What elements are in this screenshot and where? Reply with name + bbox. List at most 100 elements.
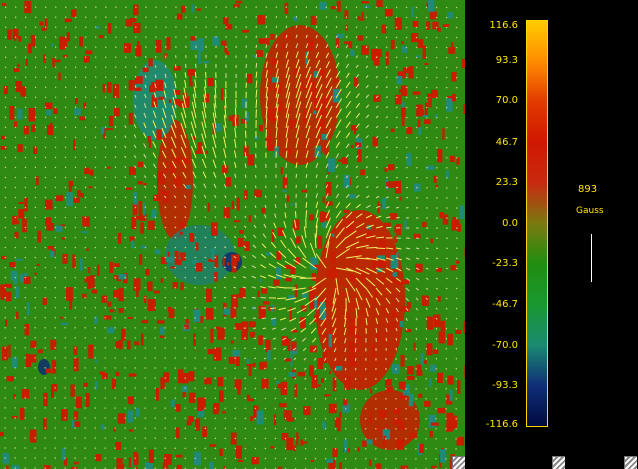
noise-speckle: [50, 339, 57, 350]
field-vector: [268, 274, 277, 279]
noise-speckle: [230, 307, 237, 319]
noise-speckle: [243, 145, 249, 157]
noise-speckle: [259, 361, 267, 370]
field-vector: [4, 86, 7, 89]
field-vector: [174, 72, 177, 79]
noise-speckle: [406, 375, 415, 380]
noise-speckle: [47, 245, 54, 250]
noise-speckle: [284, 2, 289, 14]
field-vector: [445, 247, 448, 250]
field-vector: [313, 347, 317, 352]
field-vector: [334, 407, 337, 410]
noise-speckle: [356, 335, 362, 339]
field-vector: [355, 6, 358, 9]
noise-speckle: [118, 308, 124, 313]
field-vector: [94, 116, 97, 119]
field-vector: [415, 177, 418, 179]
field-vector: [194, 256, 197, 259]
field-vector: [355, 277, 367, 289]
field-vector: [375, 317, 379, 324]
noise-speckle: [428, 0, 435, 12]
field-vector: [104, 116, 107, 119]
noise-speckle: [212, 36, 220, 46]
noise-speckle: [432, 349, 439, 354]
noise-speckle: [463, 104, 465, 114]
noise-speckle: [349, 340, 355, 351]
noise-speckle: [344, 41, 352, 45]
noise-speckle: [329, 370, 332, 375]
field-vector: [445, 267, 448, 270]
field-vector: [44, 136, 47, 139]
field-vector: [365, 46, 368, 49]
noise-speckle: [6, 376, 14, 382]
field-vector: [415, 347, 418, 350]
field-vector: [34, 296, 37, 299]
field-vector: [435, 96, 438, 99]
field-vector: [24, 86, 27, 89]
field-vector: [34, 276, 37, 279]
field-vector: [24, 206, 27, 209]
field-vector: [24, 166, 27, 169]
noise-speckle: [320, 378, 325, 383]
noise-speckle: [328, 334, 333, 348]
field-vector: [324, 407, 327, 410]
field-vector: [295, 51, 299, 59]
field-vector: [405, 106, 408, 109]
field-vector: [275, 43, 278, 49]
field-vector: [14, 156, 17, 159]
field-vector: [318, 307, 327, 319]
field-vector: [435, 76, 438, 79]
noise-speckle: [168, 99, 171, 103]
magnetogram-view[interactable]: [0, 0, 465, 469]
field-vector: [313, 357, 317, 361]
field-vector: [435, 317, 438, 320]
field-vector: [190, 146, 197, 159]
field-vector: [385, 156, 388, 159]
field-vector: [233, 235, 237, 239]
noise-speckle: [286, 195, 290, 202]
field-vector: [335, 193, 340, 199]
resize-grip-icon[interactable]: [552, 456, 565, 469]
field-vector: [365, 75, 369, 79]
noise-speckle: [49, 250, 55, 258]
noise-speckle: [378, 409, 387, 419]
noise-speckle: [51, 360, 57, 374]
noise-speckle: [428, 414, 437, 428]
field-vector: [24, 116, 27, 119]
field-vector: [234, 184, 237, 189]
field-vector: [54, 206, 57, 209]
field-vector: [264, 377, 267, 380]
field-vector: [274, 367, 277, 370]
noise-speckle: [182, 159, 191, 164]
noise-speckle: [195, 242, 199, 251]
field-vector: [415, 337, 418, 341]
noise-speckle: [237, 238, 244, 247]
field-vector: [295, 15, 298, 19]
field-vector: [365, 277, 376, 287]
noise-speckle: [239, 288, 246, 299]
noise-speckle: [400, 85, 408, 97]
noise-speckle: [94, 381, 98, 391]
field-vector: [134, 114, 137, 119]
noise-speckle: [309, 82, 316, 87]
noise-speckle: [75, 396, 82, 409]
resize-grip-icon[interactable]: [624, 456, 637, 469]
field-vector: [345, 193, 350, 199]
field-vector: [445, 137, 448, 139]
noise-speckle: [243, 242, 248, 245]
noise-speckle: [113, 427, 116, 432]
field-vector: [415, 96, 418, 99]
field-vector: [55, 26, 57, 29]
noise-speckle: [248, 215, 252, 223]
field-vector: [325, 35, 328, 39]
field-vector: [14, 266, 17, 269]
noise-speckle: [343, 399, 348, 406]
field-vector: [395, 277, 402, 282]
resize-grip-icon[interactable]: [452, 456, 465, 469]
noise-speckle: [13, 394, 16, 400]
noise-speckle: [385, 386, 394, 393]
field-vector: [425, 136, 428, 139]
noise-speckle: [165, 256, 174, 263]
field-vector: [134, 256, 137, 259]
noise-speckle: [200, 397, 207, 410]
